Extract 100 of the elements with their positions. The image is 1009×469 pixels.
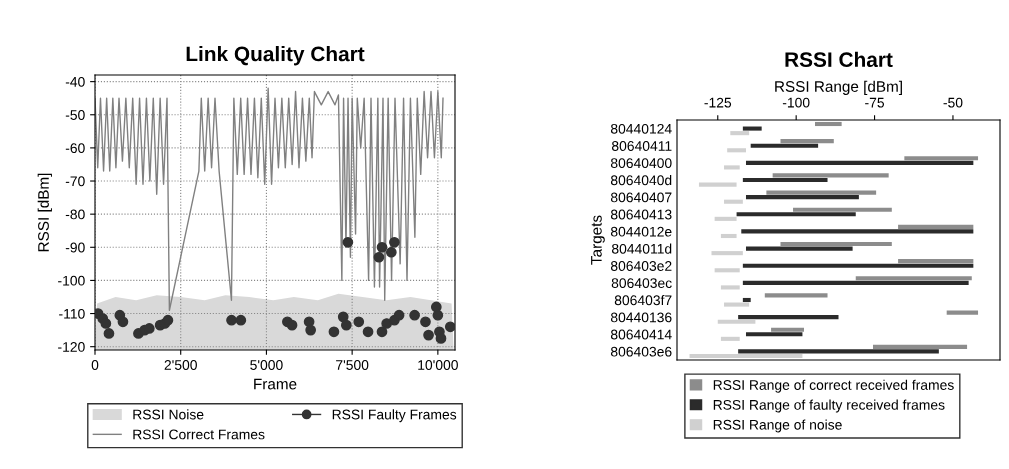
point [103,328,115,339]
y-tick-label: -90 [65,242,85,253]
x-axis-title: RSSI Range [dBm] [775,80,902,95]
y-tick-label: -60 [65,143,85,154]
x-tick-label: 2'500 [164,360,197,370]
legend-label: RSSI Noise [133,409,204,420]
y-tick-label: 8044011d [611,243,672,254]
legend-label: RSSI Range of correct received frames [713,379,954,393]
point [305,324,317,336]
y-tick-label: -50 [65,110,85,120]
bar [724,302,750,307]
point [117,316,129,328]
bar [720,285,740,290]
y-tick-label: -100 [58,275,85,286]
y-tick-label: 806403e2 [610,261,672,271]
bar [814,121,842,127]
point [444,321,455,333]
point [342,236,354,248]
bar [717,319,756,324]
legend-label: RSSI Correct Frames [133,429,265,440]
y-axis-title: Targets [591,215,605,265]
point [376,326,388,338]
bar [738,315,839,320]
point [353,316,365,328]
y-tick-label: 80640411 [611,141,672,151]
bar [689,353,803,359]
point [162,314,174,326]
legend-label: RSSI Range of faulty received frames [713,399,945,413]
point [389,236,400,248]
bar [904,156,979,161]
bar [898,259,974,264]
y-tick-label: 8064040d [610,174,672,186]
bar [745,195,859,200]
y-tick-label: 8044012e [610,226,672,237]
y-tick-label: 80440136 [610,312,672,323]
bar [742,297,751,303]
y-tick-label: 806403ec [611,278,672,289]
bar [771,327,804,332]
point [409,309,420,321]
point [100,318,112,329]
bar [764,293,828,298]
chart-title: RSSI Chart [785,51,893,68]
bar [780,241,892,247]
bar [750,143,819,148]
x-tick-label: 7'500 [336,360,369,370]
bar [724,165,740,170]
bar [898,224,974,229]
legend-label: RSSI Range of noise [713,419,842,433]
bar [742,280,969,285]
bar [698,182,737,187]
bar [714,268,740,273]
y-tick-label: -110 [59,308,85,319]
bar [873,344,968,349]
y-tick-label: -120 [58,342,85,352]
bar [745,332,803,337]
point [432,309,444,321]
y-axis-title: RSSI [dBm] [37,173,52,252]
bar [711,251,743,256]
bar [766,190,877,195]
x-tick-label: 10'000 [418,360,458,370]
point [435,333,447,344]
y-tick-label: 806403f7 [614,294,672,306]
bar [855,276,972,281]
bar [780,139,834,144]
y-tick-label: 80640413 [610,209,672,220]
bar [772,173,889,178]
legend-label: RSSI Faulty Frames [332,409,457,423]
bar [742,177,828,183]
x-tick-label: -50 [943,97,963,108]
bar [745,160,974,165]
point [376,241,388,253]
y-tick-label: 80640407 [610,192,672,203]
point [373,251,385,263]
point [286,319,298,331]
bar [736,212,856,217]
bar [738,349,939,354]
y-tick-label: -70 [65,176,85,187]
bar [742,126,762,131]
point [420,316,431,328]
point [381,318,393,329]
y-tick-label: -40 [65,76,85,87]
bar [714,216,737,221]
y-tick-label: 80640414 [610,329,672,340]
x-tick-label: 5'000 [250,360,283,370]
y-tick-label: -80 [65,209,85,220]
x-tick-label: -75 [865,97,885,108]
point [328,326,340,338]
bar [742,263,974,268]
bar [720,336,740,341]
x-axis-title: Frame [254,378,297,390]
bar [946,310,979,315]
x-tick-label: 0 [91,360,99,370]
y-tick-label: 80640400 [610,158,672,169]
bar [720,233,737,239]
x-tick-label: -125 [704,97,732,108]
point [423,329,434,341]
y-tick-label: 806403e6 [610,346,672,357]
x-tick-label: -100 [782,97,810,108]
chart-title: Link Quality Chart [186,46,365,66]
point [235,314,247,326]
